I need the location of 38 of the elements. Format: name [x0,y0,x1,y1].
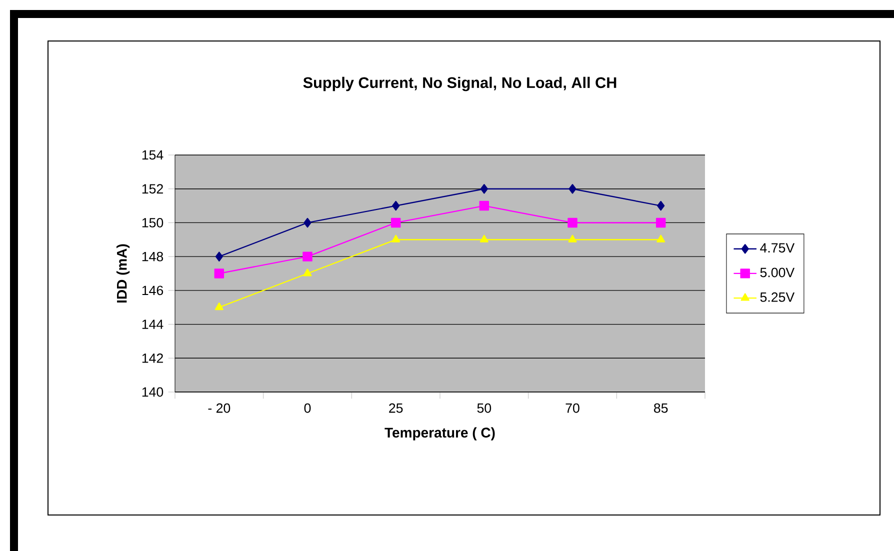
x-tick-label: 70 [566,403,580,413]
point [480,234,488,242]
y-tick-label: 152 [142,184,163,194]
point [390,218,401,228]
point [303,268,312,276]
y-tick-label: 148 [142,252,164,262]
point [656,234,666,242]
x-tick-label: 25 [389,403,403,413]
point [214,268,224,278]
point [302,252,312,262]
x-tick-label: 50 [477,403,492,413]
point [480,184,488,194]
y-tick-label: 146 [142,286,164,296]
x-axis-title: Temperature ( C) [384,427,495,440]
point [214,302,224,310]
point [479,200,490,211]
legend-label: 4.75V [760,243,795,253]
x-tick-label: - 20 [208,403,230,413]
point [568,218,578,228]
y-tick-label: 144 [142,320,164,329]
point [568,184,576,194]
y-tick-label: 150 [142,218,164,228]
y-tick-label: 142 [142,353,163,363]
x-tick-label: 85 [654,403,668,413]
x-tick-label: 0 [304,403,311,413]
y-tick-label: 154 [142,150,164,160]
legend-label: 5.00V [760,268,795,278]
y-tick-label: 140 [142,387,164,397]
point [568,234,577,242]
point [392,200,400,211]
point [392,234,400,242]
y-axis-title: IDD (mA) [116,244,130,302]
point [656,218,666,228]
legend-label: 5.25V [760,292,795,302]
point [215,252,223,262]
chart-title: Supply Current, No Signal, No Load, All CH [303,76,616,92]
point [657,200,665,211]
point [304,218,312,228]
